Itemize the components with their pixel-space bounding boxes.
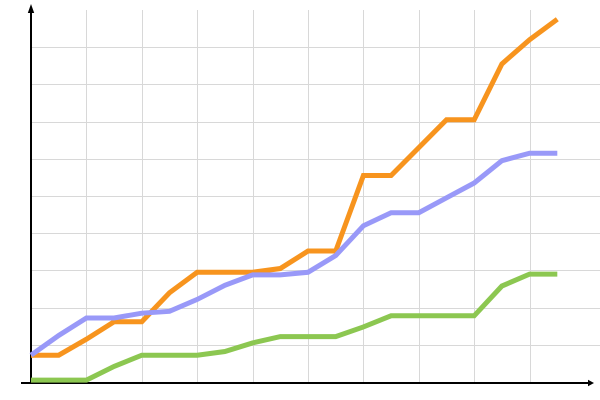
x-axis-arrow-icon [588, 379, 594, 387]
series-line-series-green [31, 271, 558, 383]
y-axis-arrow-icon [27, 4, 35, 13]
gridlines [31, 10, 600, 382]
series-line-series-purple [29, 150, 558, 358]
series-line-series-orange [31, 17, 559, 358]
chart-axes [21, 4, 594, 387]
data-series [29, 17, 559, 383]
